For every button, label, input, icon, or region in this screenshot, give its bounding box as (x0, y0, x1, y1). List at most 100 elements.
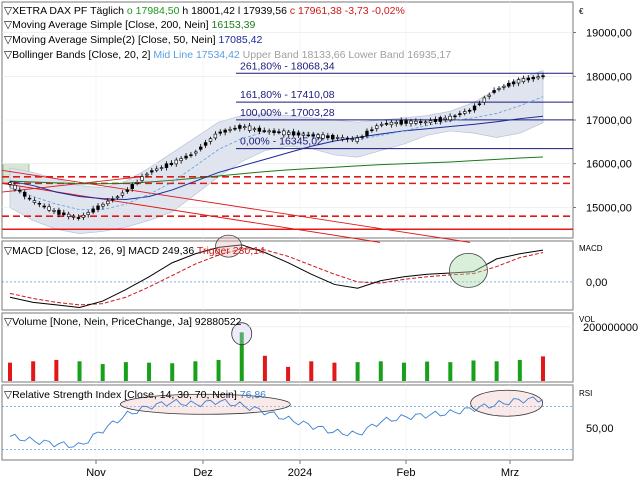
candle-body (379, 123, 384, 126)
price-candle (27, 195, 32, 201)
price-candle (228, 126, 232, 133)
price-tick-label: 15000,00 (586, 202, 632, 214)
price-candle (277, 128, 281, 135)
fib-level-label: 100,00% - 17003,28 (240, 107, 335, 119)
trend-line-red (1, 182, 381, 243)
macd-tick-label: 0,00 (586, 277, 607, 289)
price-candle (335, 134, 340, 141)
macd-line (9, 244, 544, 308)
time-tick-label: Feb (397, 467, 416, 479)
price-candle (526, 75, 531, 83)
volume-bar (8, 362, 12, 381)
price-candle (438, 115, 443, 125)
volume-bar (425, 361, 430, 381)
price-candle (32, 197, 37, 205)
price-candle (252, 126, 257, 133)
price-candle (404, 118, 408, 127)
candle-body (409, 120, 413, 124)
rsi-value: 76,86 (240, 389, 266, 401)
candle-body (516, 79, 521, 84)
price-candle (213, 131, 218, 141)
candle-body (443, 117, 447, 120)
price-candle (463, 108, 467, 116)
candle-body (120, 192, 125, 196)
price-candle (164, 161, 169, 171)
collapse-icon: ▽ (4, 49, 13, 61)
price-candle (507, 80, 511, 89)
volume-tick-label: 200000000 (583, 322, 638, 334)
svg-text:▽Bollinger Bands [Close, 20, 2: ▽Bollinger Bands [Close, 20, 2] Mid Line… (4, 49, 451, 61)
price-candle (233, 125, 237, 132)
candle-body (477, 103, 482, 106)
candle-body (66, 213, 71, 217)
price-candle (37, 201, 42, 208)
rsi-line (9, 396, 544, 448)
fib-level-label: 0,00% - 16345,02 (240, 136, 323, 148)
ma50-value: 17085,42 (219, 34, 263, 46)
volume-bar (378, 361, 383, 381)
volume-bar (77, 361, 82, 381)
candle-body (8, 182, 12, 185)
candle-body (355, 137, 359, 142)
candle-body (81, 214, 86, 218)
price-candle (203, 139, 208, 149)
candle-body (223, 129, 227, 133)
candle-body (360, 136, 364, 138)
vol-frame (1, 312, 574, 383)
macd-panel[interactable] (2, 234, 573, 308)
candle-body (18, 189, 22, 192)
volume-bar (216, 359, 221, 381)
price-candle (326, 132, 330, 141)
candle-body (189, 154, 193, 157)
candle-body (521, 78, 526, 83)
price-candle (262, 127, 266, 133)
candle-body (233, 127, 237, 130)
price-candle (247, 122, 252, 133)
collapse-icon: ▽ (4, 389, 13, 401)
price-candle (482, 95, 487, 106)
time-tick-label: 2024 (288, 467, 312, 479)
price-candle (115, 194, 120, 200)
price-candle (477, 100, 482, 107)
price-candle (296, 130, 301, 138)
candle-body (154, 168, 159, 171)
candle-body (331, 134, 335, 140)
macd-axis-label: MACD (579, 244, 603, 253)
price-candle (189, 152, 193, 158)
volume-bar (193, 361, 198, 381)
price-candle (321, 131, 325, 141)
price-panel[interactable]: 261,80% - 18068,34 161,80% - 17410,08 100,… (1, 32, 573, 243)
candle-body (169, 162, 174, 166)
trigger-value: Trigger 230,14 (197, 245, 265, 257)
price-candle (218, 129, 222, 136)
candle-body (272, 130, 276, 133)
price-candle (516, 77, 521, 87)
candle-body (76, 217, 81, 219)
price-candle (62, 209, 66, 217)
candle-body (458, 113, 462, 115)
candle-body (86, 212, 90, 215)
price-candle (423, 119, 428, 126)
price-candle (521, 75, 526, 84)
volume-bar (494, 361, 499, 381)
macd-peak-circle (215, 234, 242, 258)
candle-body (96, 205, 100, 210)
volume-axis-label: VOL (579, 315, 596, 324)
volume-panel[interactable] (2, 322, 573, 381)
svg-text:▽XETRA DAX PF Täglich o 17984: ▽XETRA DAX PF Täglich o 17984,50 h 18001… (4, 5, 405, 17)
price-candle (409, 118, 413, 127)
volume-bar (147, 362, 152, 381)
price-candle (355, 134, 359, 144)
rsi-panel[interactable] (2, 389, 573, 450)
price-candle (120, 190, 125, 198)
candle-body (316, 134, 320, 138)
candle-body (22, 191, 27, 197)
candle-body (350, 138, 354, 141)
price-candle (159, 165, 164, 171)
price-candle (66, 211, 71, 220)
price-candle (267, 128, 271, 135)
ma50-line (9, 115, 544, 201)
svg-text:▽Moving Average Simple(2) [Clo: ▽Moving Average Simple(2) [Close, 50, Ne… (4, 34, 262, 46)
candle-body (306, 134, 310, 137)
